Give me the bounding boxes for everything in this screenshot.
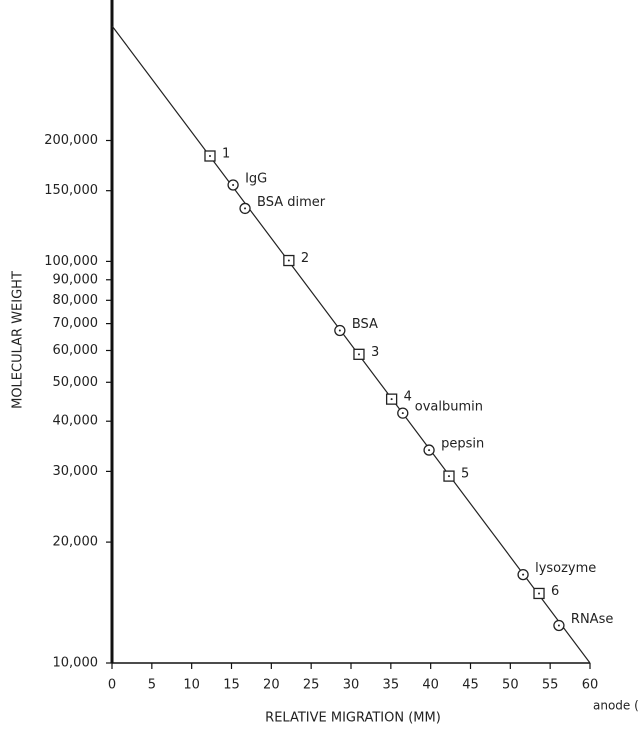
marker-dot <box>287 259 290 262</box>
marker-dot <box>208 155 211 158</box>
marker-dot <box>538 592 541 595</box>
point-label: BSA <box>352 317 378 332</box>
marker-dot <box>232 183 235 186</box>
y-tick-label: 150,000 <box>44 183 98 198</box>
y-tick-label: 20,000 <box>53 535 99 550</box>
marker-dot <box>357 353 360 356</box>
marker-dot <box>557 624 560 627</box>
x-end-label: anode (+) <box>593 699 638 713</box>
marker-dot <box>244 207 247 210</box>
y-tick-label: 80,000 <box>53 293 99 308</box>
x-tick-label: 50 <box>502 678 519 693</box>
marker-dot <box>428 449 431 452</box>
fit-line <box>111 25 591 664</box>
y-axis-title: MOLECULAR WEIGHT <box>11 271 26 409</box>
marker-dot <box>390 398 393 401</box>
y-tick-label: 100,000 <box>44 254 98 269</box>
x-tick-label: 45 <box>462 678 479 693</box>
point-label: IgG <box>245 171 267 186</box>
y-tick-label: 90,000 <box>53 272 99 287</box>
x-tick-label: 20 <box>263 678 280 693</box>
y-tick-label: 60,000 <box>53 343 99 358</box>
y-tick-label: 70,000 <box>53 316 99 331</box>
point-label: ovalbumin <box>415 400 483 415</box>
point-label: RNAse <box>571 612 613 627</box>
y-tick-label: 30,000 <box>53 464 99 479</box>
y-tick-label: 50,000 <box>53 375 99 390</box>
point-label: 5 <box>461 467 469 482</box>
point-label: 4 <box>404 390 412 405</box>
marker-dot <box>401 412 404 415</box>
point-label: lysozyme <box>535 561 596 576</box>
marker-dot <box>338 329 341 332</box>
marker-dot <box>447 475 450 478</box>
x-tick-label: 60 <box>582 678 599 693</box>
point-label: 2 <box>301 251 309 266</box>
x-tick-label: 0 <box>108 678 116 693</box>
x-tick-label: 5 <box>148 678 156 693</box>
x-tick-label: 25 <box>303 678 320 693</box>
x-tick-label: 40 <box>422 678 439 693</box>
point-label: 6 <box>551 584 559 599</box>
x-tick-label: 55 <box>542 678 559 693</box>
point-label: pepsin <box>441 437 484 452</box>
y-tick-label: 10,000 <box>53 656 99 671</box>
marker-dot <box>522 573 525 576</box>
x-tick-label: 15 <box>223 678 240 693</box>
y-tick-label: 40,000 <box>53 414 99 429</box>
point-label: BSA dimer <box>257 195 326 210</box>
y-tick-label: 200,000 <box>44 133 98 148</box>
x-axis-title: RELATIVE MIGRATION (MM) <box>265 711 441 726</box>
x-tick-label: 30 <box>343 678 360 693</box>
x-tick-label: 35 <box>383 678 400 693</box>
point-label: 3 <box>371 345 379 360</box>
x-tick-label: 10 <box>183 678 200 693</box>
point-label: 1 <box>222 147 230 162</box>
